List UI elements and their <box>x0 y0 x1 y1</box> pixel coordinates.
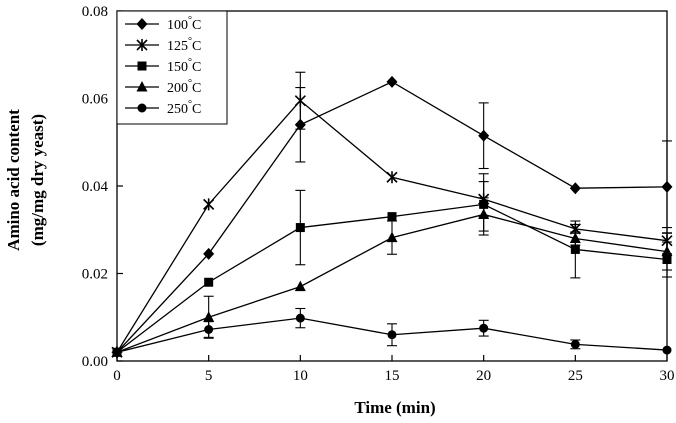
circle-marker <box>295 313 305 323</box>
x-tick-label: 5 <box>205 368 213 384</box>
marker-triangle <box>386 231 398 243</box>
circle-marker <box>387 330 397 340</box>
legend-label: 200°C <box>167 78 201 96</box>
circle-marker <box>204 325 214 334</box>
marker-asterisk <box>386 171 398 184</box>
marker-diamond <box>478 129 490 142</box>
triangle-marker <box>294 280 306 292</box>
y-tick-label: 0.06 <box>82 92 109 108</box>
marker-triangle <box>661 245 673 257</box>
marker-asterisk <box>203 198 215 211</box>
marker-circle <box>570 339 580 349</box>
triangle-marker <box>478 208 490 219</box>
triangle-marker <box>569 232 581 243</box>
y-tick-label: 0.04 <box>82 179 109 195</box>
x-tick-label: 30 <box>660 368 675 384</box>
marker-square <box>204 277 214 287</box>
y-axis-title-line-1: Amino acid content <box>4 109 23 251</box>
marker-asterisk <box>136 39 148 51</box>
x-tick-label: 0 <box>113 368 121 384</box>
marker-circle <box>112 347 122 357</box>
x-axis-title: Time (min) <box>354 398 435 417</box>
y-tick-label: 0.02 <box>82 267 108 283</box>
square-marker <box>387 212 397 222</box>
x-tick-label: 25 <box>568 368 583 384</box>
marker-diamond <box>661 180 673 193</box>
y-axis-title-line-2: (mg/mg dry yeast) <box>28 114 47 246</box>
diamond-marker <box>136 18 148 30</box>
marker-square <box>387 212 397 222</box>
legend-label: 100°C <box>167 15 201 33</box>
circle-marker <box>570 339 580 349</box>
triangle-marker <box>386 231 398 243</box>
marker-circle <box>204 325 214 334</box>
diamond-marker <box>569 182 581 195</box>
marker-square <box>570 244 580 254</box>
circle-marker <box>112 347 122 357</box>
triangle-marker <box>661 245 673 257</box>
x-tick-label: 10 <box>293 368 308 384</box>
marker-square <box>137 61 147 71</box>
marker-triangle <box>569 232 581 243</box>
marker-asterisk <box>294 94 306 107</box>
circle-marker <box>137 103 147 113</box>
square-marker <box>570 244 580 254</box>
square-marker <box>137 61 147 71</box>
legend-label: 150°C <box>167 57 201 75</box>
marker-diamond <box>136 18 148 30</box>
marker-circle <box>662 345 672 355</box>
x-tick-label: 20 <box>476 368 491 384</box>
diamond-marker <box>661 180 673 193</box>
triangle-marker <box>136 81 148 92</box>
legend-item-125: 125°C <box>125 36 201 54</box>
marker-diamond <box>386 75 398 88</box>
circle-marker <box>662 345 672 355</box>
marker-circle <box>479 323 489 333</box>
legend-label: 250°C <box>167 99 201 117</box>
marker-circle <box>137 103 147 113</box>
marker-triangle <box>294 280 306 292</box>
diamond-marker <box>203 247 215 260</box>
diamond-marker <box>478 129 490 142</box>
legend-box <box>116 10 228 125</box>
square-marker <box>204 277 214 287</box>
x-tick-label: 15 <box>385 368 400 384</box>
legend-item-150: 150°C <box>125 57 201 75</box>
triangle-marker <box>203 311 215 322</box>
diamond-marker <box>386 75 398 88</box>
marker-triangle <box>203 311 215 322</box>
marker-circle <box>295 313 305 323</box>
marker-square <box>295 223 305 233</box>
marker-triangle <box>478 208 490 219</box>
y-tick-label: 0.00 <box>82 354 108 370</box>
marker-diamond <box>203 247 215 260</box>
circle-marker <box>479 323 489 333</box>
marker-diamond <box>569 182 581 195</box>
legend-item-250: 250°C <box>125 99 201 117</box>
legend-item-200: 200°C <box>125 78 201 96</box>
legend-item-100: 100°C <box>125 15 201 33</box>
series-250 <box>112 307 672 357</box>
marker-circle <box>387 330 397 340</box>
marker-triangle <box>136 81 148 92</box>
y-tick-label: 0.08 <box>82 4 108 20</box>
square-marker <box>295 223 305 233</box>
legend-label: 125°C <box>167 36 201 54</box>
